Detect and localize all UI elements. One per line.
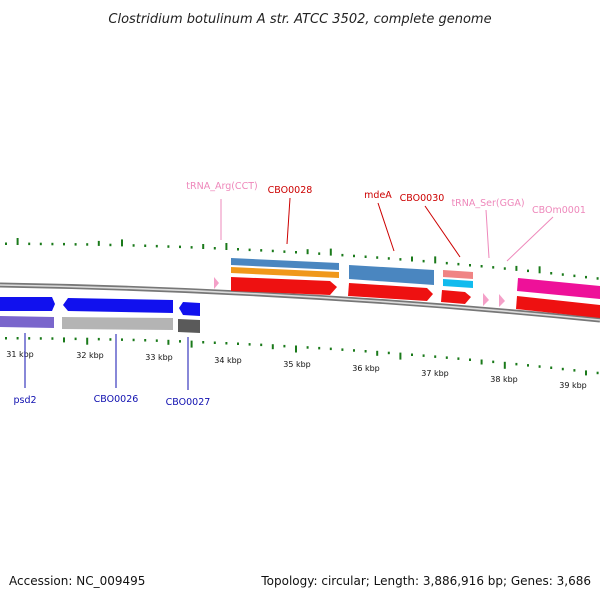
cbo0028-cog-bar-orange[interactable]	[231, 267, 339, 278]
cbo0028-leader	[286, 197, 291, 245]
tick-label-38: 38 kbp	[490, 375, 518, 384]
trna-arg-marker[interactable]	[214, 277, 219, 289]
trna-ser-leader	[485, 209, 490, 259]
cbom0001-label[interactable]: CBOm0001	[532, 205, 586, 216]
cbo0026-label[interactable]: CBO0026	[94, 394, 139, 405]
map-title: Clostridium botulinum A str. ATCC 3502, …	[108, 12, 491, 27]
accession-text: Accession: NC_009495	[9, 574, 145, 588]
mdea-gene-arrow[interactable]	[348, 283, 433, 301]
trna-arg-label[interactable]: tRNA_Arg(CCT)	[186, 181, 257, 192]
cbo0027-gene-arrow[interactable]	[179, 302, 200, 316]
mdea-cog-bar[interactable]	[349, 265, 434, 285]
cbo0028-cog-bar-blue[interactable]	[231, 258, 339, 270]
genome-summary-text: Topology: circular; Length: 3,886,916 bp…	[260, 574, 591, 588]
psd2-cog-bar[interactable]	[0, 316, 54, 328]
cbo0026-cog-bar[interactable]	[62, 317, 173, 330]
cbo0030-leader	[424, 205, 461, 258]
tick-label-37: 37 kbp	[421, 369, 449, 378]
tick-label-39: 39 kbp	[559, 381, 587, 390]
psd2-gene-arrow[interactable]	[0, 297, 55, 311]
mdea-label[interactable]: mdeA	[364, 190, 392, 201]
cbo0030-cog-bar-cyan[interactable]	[443, 279, 473, 288]
tick-label-32: 32 kbp	[76, 351, 104, 360]
trna-ser-marker-2[interactable]	[499, 294, 505, 307]
cbom0001-leader	[506, 216, 554, 262]
lower-tick-row	[5, 337, 599, 376]
cbo0028-gene-arrow[interactable]	[231, 277, 337, 295]
cbo0030-label[interactable]: CBO0030	[400, 193, 445, 204]
cbo0026-gene-arrow[interactable]	[63, 298, 173, 313]
psd2-label[interactable]: psd2	[13, 395, 36, 406]
cbo0028-label[interactable]: CBO0028	[268, 185, 313, 196]
tick-label-33: 33 kbp	[145, 353, 173, 362]
trna-ser-marker[interactable]	[483, 293, 489, 306]
tick-label-31: 31 kbp	[6, 350, 34, 359]
mdea-leader	[377, 202, 395, 252]
cbo0030-cog-bar-salmon[interactable]	[443, 270, 473, 279]
kbp-axis-labels: 31 kbp 32 kbp 33 kbp 34 kbp 35 kbp 36 kb…	[6, 350, 587, 390]
tick-label-36: 36 kbp	[352, 364, 380, 373]
genome-backbone-highlight	[0, 284, 600, 321]
upper-tick-row	[5, 238, 599, 280]
cbom0001-gene-arrow[interactable]	[516, 296, 600, 318]
trna-ser-label[interactable]: tRNA_Ser(GGA)	[451, 198, 524, 209]
cbo0030-gene-arrow[interactable]	[441, 290, 471, 304]
cbo0027-cog-bar[interactable]	[178, 319, 200, 333]
tick-label-34: 34 kbp	[214, 356, 242, 365]
cbo0027-label[interactable]: CBO0027	[166, 397, 211, 408]
cbom0001-ncrna-bar[interactable]	[517, 278, 600, 299]
tick-label-35: 35 kbp	[283, 360, 311, 369]
